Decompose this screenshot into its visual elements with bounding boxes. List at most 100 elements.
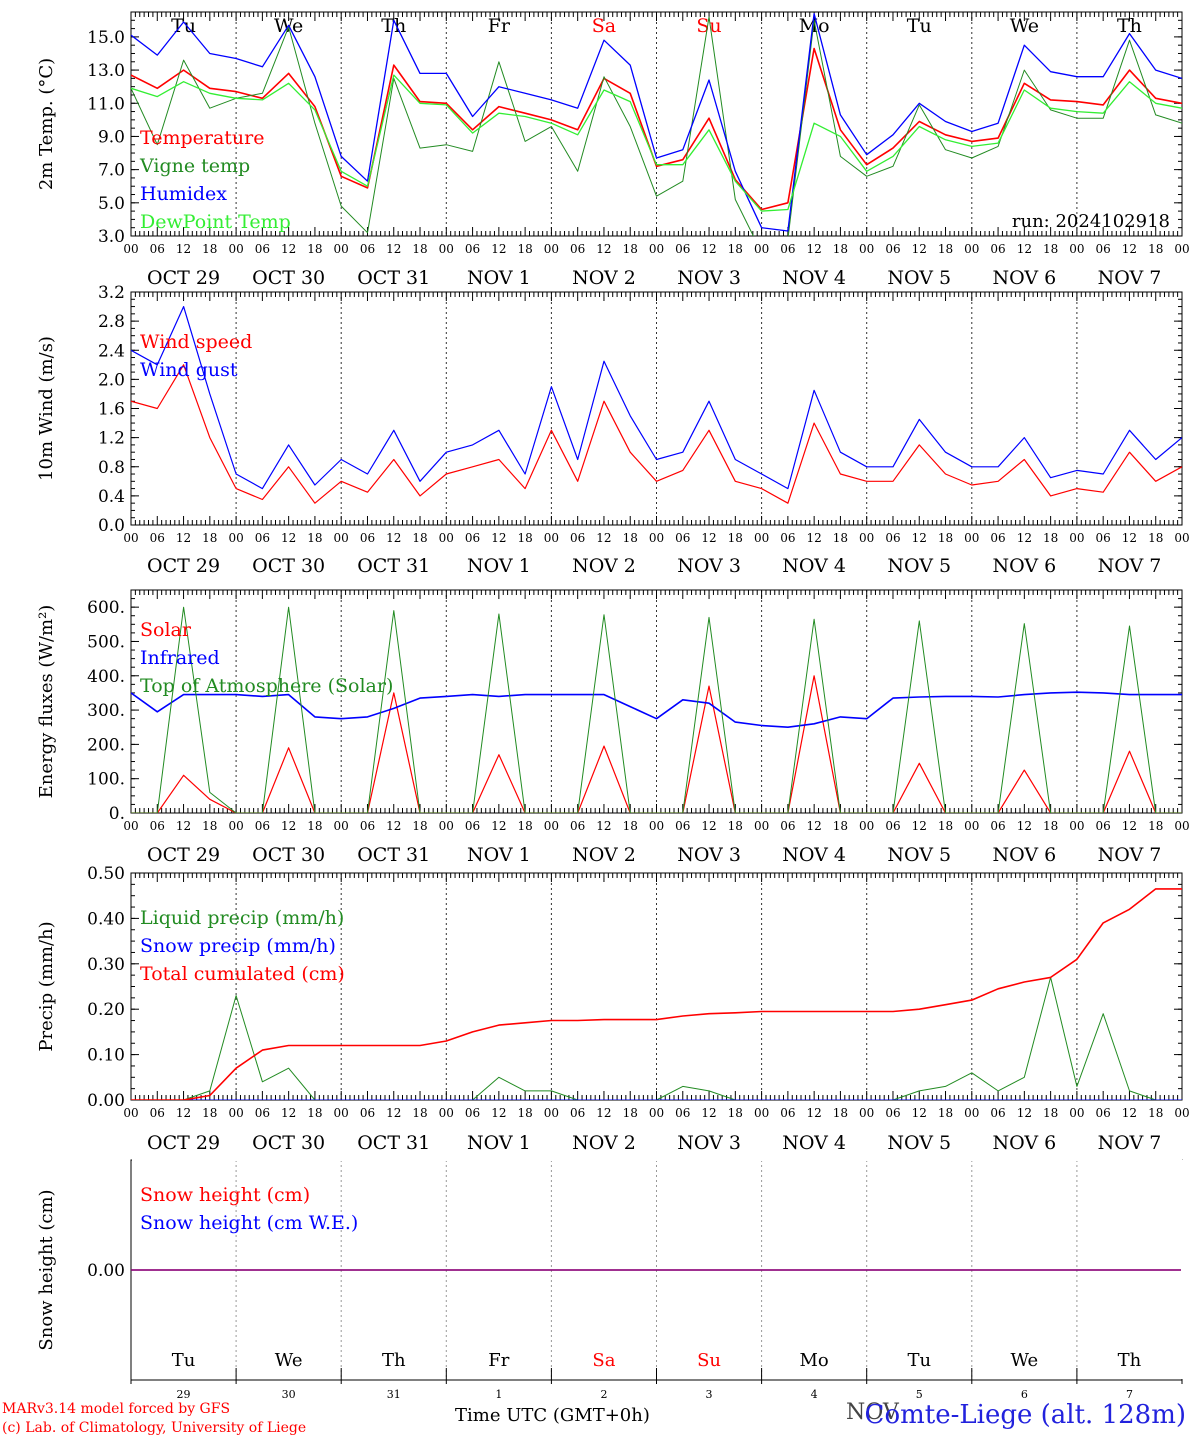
legend-entry: Vigne temp [139, 155, 250, 177]
hour-tick-label: 00 [334, 1106, 349, 1120]
hour-tick-label: 00 [1174, 1106, 1189, 1120]
y-tick-label: 400. [87, 667, 125, 687]
hour-tick-label: 06 [990, 242, 1005, 256]
y-axis-title: Snow height (cm) [36, 1189, 57, 1350]
hour-tick-label: 12 [1122, 242, 1137, 256]
hour-tick-label: 06 [255, 819, 270, 833]
hour-tick-label: 18 [307, 242, 322, 256]
hour-tick-label: 12 [912, 1106, 927, 1120]
hour-tick-label: 12 [1017, 531, 1032, 545]
y-tick-label: 2.0 [98, 370, 125, 390]
hour-tick-label: 06 [150, 242, 165, 256]
hour-tick-label: 06 [255, 1106, 270, 1120]
hour-tick-label: 18 [1043, 531, 1058, 545]
hour-tick-label: 18 [307, 819, 322, 833]
date-label: OCT 31 [357, 1132, 430, 1154]
hour-tick-label: 18 [623, 819, 638, 833]
hour-tick-label: 00 [334, 819, 349, 833]
date-label: NOV 5 [887, 844, 951, 866]
legend-entry: DewPoint Temp [140, 211, 291, 233]
date-label: OCT 31 [357, 844, 430, 866]
series-line-top-of-atmosphere-solar [131, 606, 1182, 813]
hour-tick-label: 06 [465, 819, 480, 833]
hour-tick-label: 00 [123, 819, 138, 833]
hour-tick-label: 18 [938, 1106, 953, 1120]
hour-tick-label: 06 [780, 1106, 795, 1120]
y-tick-label: 0.20 [87, 1000, 125, 1020]
hour-tick-label: 12 [1017, 1106, 1032, 1120]
hour-tick-label: 00 [649, 531, 664, 545]
hour-tick-label: 06 [990, 819, 1005, 833]
hour-tick-label: 18 [623, 531, 638, 545]
hour-tick-label: 06 [885, 531, 900, 545]
hour-tick-label: 00 [964, 819, 979, 833]
weekday-label: We [1011, 1350, 1039, 1371]
y-tick-label: 5.0 [98, 194, 125, 214]
hour-tick-label: 00 [439, 242, 454, 256]
weekday-label: Sa [592, 15, 616, 37]
hour-tick-label: 18 [1148, 1106, 1163, 1120]
hour-tick-label: 00 [649, 1106, 664, 1120]
hour-tick-label: 18 [623, 242, 638, 256]
legend-entry: Snow height (cm) [140, 1184, 310, 1206]
hour-tick-label: 00 [1069, 819, 1084, 833]
hour-tick-label: 06 [780, 531, 795, 545]
hour-tick-label: 18 [517, 819, 532, 833]
hour-tick-label: 00 [228, 242, 243, 256]
hour-tick-label: 06 [780, 819, 795, 833]
date-label: NOV 6 [992, 844, 1056, 866]
series-group [131, 13, 1182, 236]
date-label: NOV 7 [1098, 1132, 1162, 1154]
panel-1: 3.0 5.0 7.0 9.0 11.0 13.0 15.0 2m Temp. (°C) 00 0… [36, 11, 1190, 289]
hour-tick-label: 12 [491, 531, 506, 545]
weekday-label: We [275, 1350, 303, 1371]
day-number-label: 6 [1021, 1388, 1028, 1401]
weekday-label: Mo [800, 1350, 829, 1371]
hour-tick-label: 12 [1017, 242, 1032, 256]
hour-tick-label: 00 [649, 819, 664, 833]
legend-entry: Liquid precip (mm/h) [140, 907, 344, 929]
y-tick-label: 0.00 [87, 1091, 125, 1111]
hour-tick-label: 12 [386, 819, 401, 833]
legend-entry: Wind speed [140, 331, 252, 353]
date-label: NOV 7 [1098, 267, 1162, 289]
hour-tick-label: 18 [412, 1106, 427, 1120]
hour-tick-label: 00 [754, 531, 769, 545]
series-line-humidex [131, 13, 1182, 232]
hour-tick-label: 18 [202, 242, 217, 256]
hour-tick-label: 06 [150, 531, 165, 545]
hour-tick-label: 06 [1096, 819, 1111, 833]
hour-tick-label: 00 [1174, 819, 1189, 833]
day-number-label: 5 [916, 1388, 923, 1401]
credit-line-2: (c) Lab. of Climatology, University of L… [2, 1420, 307, 1436]
date-label: NOV 3 [677, 844, 741, 866]
hour-tick-label: 12 [912, 531, 927, 545]
date-label: NOV 4 [782, 1132, 846, 1154]
y-tick-label: 13.0 [87, 61, 125, 81]
date-label: NOV 5 [887, 555, 951, 577]
date-label: NOV 6 [992, 1132, 1056, 1154]
legend-entry: Solar [140, 619, 192, 641]
legend-entry: Total cumulated (cm) [140, 963, 345, 985]
weekday-label: Tu [171, 15, 196, 37]
weekday-label: Su [697, 1350, 721, 1371]
date-label: NOV 3 [677, 555, 741, 577]
panel-4: 0.00 0.10 0.20 0.30 0.40 0.50 Precip (mm/h) 00 0… [36, 864, 1190, 1154]
hour-tick-label: 00 [544, 531, 559, 545]
date-label: NOV 4 [782, 844, 846, 866]
hour-tick-label: 12 [807, 242, 822, 256]
day-number-label: 1 [495, 1388, 502, 1401]
hour-tick-label: 06 [465, 1106, 480, 1120]
date-label: NOV 5 [887, 1132, 951, 1154]
y-tick-label: 15.0 [87, 28, 125, 48]
hour-tick-label: 06 [885, 242, 900, 256]
hour-tick-label: 12 [1122, 1106, 1137, 1120]
hour-tick-label: 00 [334, 242, 349, 256]
series-group [131, 306, 1182, 504]
hour-tick-label: 06 [465, 242, 480, 256]
hour-tick-label: 18 [517, 531, 532, 545]
hour-tick-label: 18 [938, 531, 953, 545]
series-line-infrared [131, 691, 1182, 729]
weekday-label: Th [382, 1350, 406, 1371]
legend-entry: Top of Atmosphere (Solar) [140, 675, 393, 697]
